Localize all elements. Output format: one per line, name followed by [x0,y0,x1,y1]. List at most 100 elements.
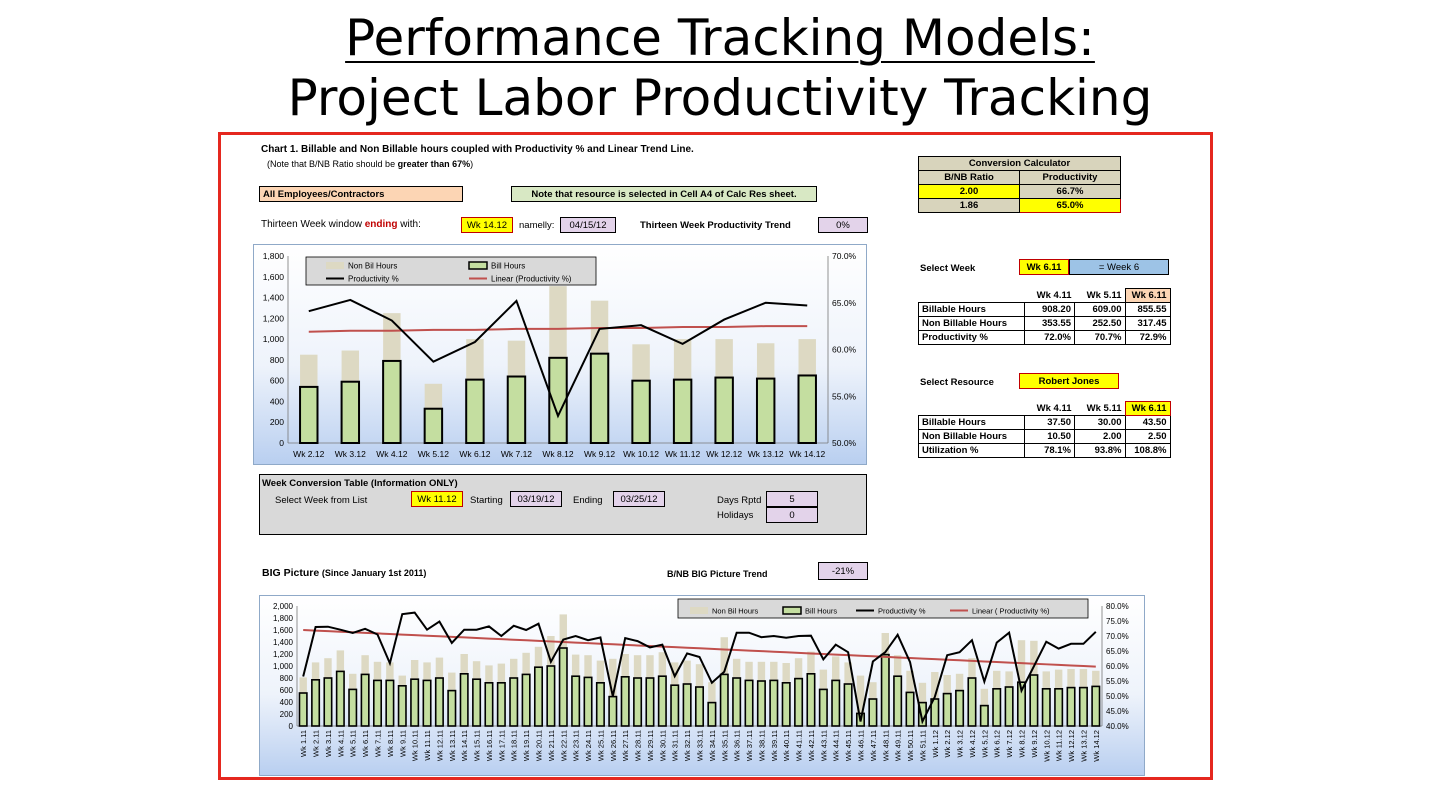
bill-bar [942,692,952,727]
bill-bar [806,673,816,727]
nonbill-bar [993,670,1001,689]
x-tick-label: Wk 14.12 [1092,730,1101,762]
select-week-cell[interactable]: Wk 6.11 [1019,259,1069,275]
window-label-suffix: with: [397,219,421,230]
bill-bar [868,698,878,727]
x-tick-label: Wk 24.11 [584,730,593,761]
x-tick-label: Wk 2.12 [293,449,324,459]
bill-bar [645,677,655,727]
x-tick-label: Wk 42.11 [807,730,816,761]
days-cell: 5 [766,491,818,507]
bill-bar [620,676,630,727]
resource-header-3: Wk 6.11 [1124,401,1171,416]
nonbill-bar [448,672,456,691]
nonbill-bar [844,662,852,684]
starting-label: Starting [470,495,503,506]
holidays-label: Holidays [717,510,754,521]
window-week-cell[interactable]: Wk 14.12 [461,217,513,233]
conversion-calculator: Conversion Calculator B/NB Ratio Producti… [918,156,1121,213]
x-tick-label: Wk 8.11 [386,730,395,757]
x-tick-label: Wk 13.12 [748,449,784,459]
x-tick-label: Wk 12.11 [435,730,444,761]
x-tick-label: Wk 4.12 [968,730,977,758]
nonbill-bar [410,660,419,680]
y2-tick-label: 65.0% [1106,647,1129,656]
y-tick-label: 1,200 [263,313,285,323]
x-tick-label: Wk 20.11 [535,730,544,761]
big-trend-label: B/NB BIG Picture Trend [667,569,768,579]
resource-cell: 30.00 [1074,415,1126,430]
conversion-ratio-1[interactable]: 2.00 [918,184,1020,199]
x-tick-label: Wk 12.12 [706,449,742,459]
legend-swatch-nonbill [690,607,708,614]
bill-bar [682,683,692,727]
x-tick-label: Wk 45.11 [844,730,853,761]
nonbill-bar [708,682,716,703]
slide-title-line1: Performance Tracking Models: [345,9,1095,67]
nonbill-bar [324,658,332,678]
bill-bar [1029,674,1039,727]
nonbill-bar [361,655,369,675]
x-tick-label: Wk 29.11 [646,730,655,761]
bill-bar [732,677,742,727]
conversion-prod-1: 66.7% [1019,184,1121,199]
bill-bar [299,385,319,444]
x-tick-label: Wk 22.11 [559,730,568,761]
nonbill-bar [1067,669,1075,688]
x-tick-label: Wk 50.11 [906,730,915,761]
y-tick-label: 0 [279,438,284,448]
y-tick-label: 1,600 [273,626,294,635]
conversion-col2: Productivity [1019,170,1121,185]
window-label-prefix: Thirteen Week window [261,219,365,230]
x-tick-label: Wk 5.12 [980,730,989,758]
window-label-red: ending [364,219,398,230]
y2-tick-label: 60.0% [1106,662,1129,671]
resource-cell: 2.50 [1124,429,1171,444]
bill-bar [360,673,370,727]
bill-bar [410,678,420,727]
bill-bar [633,677,643,727]
y-tick-label: 1,400 [263,293,285,303]
bill-bar [434,677,444,727]
x-tick-label: Wk 46.11 [857,730,866,761]
x-tick-label: Wk 11.11 [423,730,432,761]
bill-bar [382,359,402,444]
legend-swatch-bill [782,606,802,615]
x-tick-label: Wk 8.12 [1018,730,1027,758]
select-resource-cell[interactable]: Robert Jones [1019,373,1119,389]
nonbill-bar [485,665,493,683]
nonbill-bar [770,661,778,681]
nonbill-bar [373,661,382,681]
y2-tick-label: 45.0% [1106,707,1129,716]
nonbill-bar [715,339,733,378]
week-cell: 70.7% [1074,330,1126,345]
conversion-prod-2[interactable]: 65.0% [1019,198,1121,213]
bill-bar [672,378,693,444]
nonbill-bar [336,650,345,672]
y-tick-label: 800 [280,674,294,683]
week-cell: 353.55 [1024,316,1075,331]
ending-cell: 03/25/12 [613,491,665,507]
y-tick-label: 1,800 [263,251,285,261]
nonbill-bar [931,672,939,699]
legend-label: Linear ( Productivity %) [972,607,1050,616]
x-tick-label: Wk 4.12 [376,449,407,459]
week-cell: 72.9% [1124,330,1171,345]
legend-box [305,256,597,286]
nonbill-bar [968,658,976,678]
bill-bar [348,688,358,727]
bill-bar [465,378,485,444]
y2-tick-label: 70.0% [1106,632,1129,641]
nonbill-bar [906,670,914,693]
x-tick-label: Wk 5.12 [418,449,449,459]
x-tick-label: Wk 39.11 [770,730,779,761]
window-label: Thirteen Week window ending with: [261,219,421,230]
week-select-cell[interactable]: Wk 11.12 [411,491,463,507]
x-tick-label: Wk 47.11 [869,730,878,761]
nonbill-bar [819,669,828,690]
week-cell: 609.00 [1074,302,1126,317]
y-tick-label: 600 [280,686,294,695]
employees-box[interactable]: All Employees/Contractors [259,186,463,202]
y-tick-label: 1,600 [263,272,285,282]
chart1-title: Chart 1. Billable and Non Billable hours… [261,144,694,155]
